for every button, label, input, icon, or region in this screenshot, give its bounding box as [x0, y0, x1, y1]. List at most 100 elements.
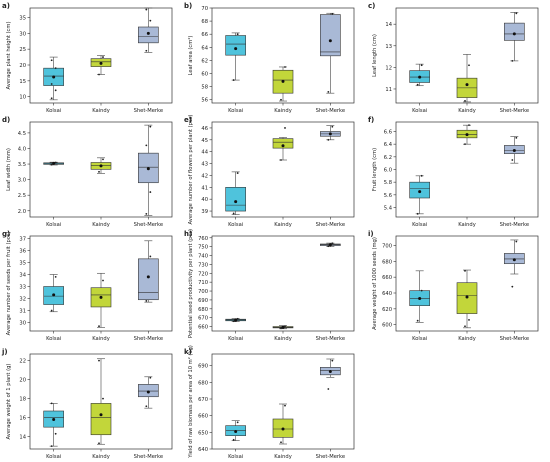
y-tick-label: 700 — [382, 244, 392, 250]
y-axis-label: Yield of raw biomass per area of 10 m² (… — [188, 345, 194, 459]
x-tick-label: Shet-Merke — [134, 222, 164, 228]
mean-marker — [465, 83, 469, 87]
y-axis-label: Leaf width (mm) — [6, 148, 12, 191]
y-tick-label: 12 — [385, 65, 392, 71]
box-kaindy — [272, 66, 294, 102]
box-shet-merke — [138, 376, 159, 409]
x-tick-label: Shet-Merke — [134, 108, 164, 114]
box-iqr — [272, 138, 294, 149]
y-tick-label: 70 — [201, 6, 208, 12]
y-tick-label: 690 — [198, 298, 208, 304]
data-point — [149, 191, 152, 193]
box-iqr — [409, 181, 430, 199]
x-tick-label: Kaindy — [458, 336, 476, 342]
panel-label: e) — [184, 116, 192, 124]
data-point — [50, 59, 53, 62]
data-point — [284, 404, 286, 407]
data-point — [464, 269, 466, 272]
x-tick-label: Kaindy — [458, 222, 476, 228]
data-point — [98, 325, 100, 328]
y-tick-label: 720 — [198, 271, 208, 277]
panel-label: d) — [2, 116, 10, 124]
data-point — [280, 98, 282, 101]
data-point — [98, 442, 100, 445]
x-tick-label: Kolsai — [412, 222, 427, 228]
data-point — [98, 73, 100, 76]
mean-marker — [99, 61, 103, 65]
x-tick-label: Shet-Merke — [316, 454, 346, 460]
data-point — [149, 255, 152, 258]
box-kolsai — [225, 171, 246, 215]
panel-label: h) — [184, 230, 192, 238]
data-point — [236, 317, 239, 320]
y-tick-label: 700 — [198, 289, 208, 295]
data-point — [54, 432, 57, 435]
box-iqr — [225, 35, 246, 56]
panel-f: f) 5.4 5.6 5.8 6.0 6.2 6.4 6.6 Fruit length (cm)… — [368, 116, 539, 228]
data-point — [50, 309, 53, 312]
box-shet-merke — [138, 124, 159, 216]
x-tick-label: Kaindy — [92, 336, 110, 342]
x-tick-label: Kaindy — [274, 108, 292, 114]
data-point — [468, 319, 470, 321]
mean-marker — [418, 75, 422, 79]
box-kaindy — [90, 358, 112, 445]
x-tick-label: Kolsai — [46, 108, 61, 114]
y-tick-label: 43 — [201, 162, 208, 168]
data-point — [464, 325, 466, 328]
data-point — [236, 33, 239, 36]
box-iqr — [320, 14, 341, 57]
data-point — [98, 170, 100, 173]
data-point — [420, 64, 423, 67]
x-tick-label: Kaindy — [274, 336, 292, 342]
plot-frame — [211, 235, 355, 332]
mean-marker — [52, 161, 56, 165]
data-point — [327, 138, 330, 141]
y-tick-label: 37 — [19, 236, 26, 242]
y-tick-label: 68 — [201, 19, 208, 25]
data-point — [102, 279, 104, 282]
x-tick-label: Shet-Merke — [500, 222, 530, 228]
data-point — [284, 325, 286, 328]
box-kolsai — [225, 317, 246, 323]
panel-label: j) — [1, 348, 8, 356]
y-tick-label: 45 — [201, 138, 208, 144]
mean-marker — [281, 79, 285, 83]
x-tick-label: Kolsai — [412, 108, 427, 114]
mean-marker — [52, 293, 56, 297]
mean-marker — [281, 325, 285, 329]
box-kaindy — [456, 124, 478, 146]
y-tick-label: 34 — [19, 272, 26, 278]
mean-marker — [418, 297, 422, 301]
y-tick-label: 32 — [19, 297, 26, 303]
y-tick-label: 31 — [19, 309, 26, 315]
data-point — [468, 124, 470, 127]
data-point — [232, 438, 235, 441]
y-tick-label: 5.4 — [384, 206, 393, 212]
data-point — [280, 159, 282, 161]
x-tick-label: Shet-Merke — [500, 108, 530, 114]
y-tick-label: 740 — [198, 254, 208, 260]
y-tick-label: 20 — [19, 378, 26, 384]
data-point — [54, 161, 57, 164]
box-shet-merke — [320, 242, 341, 248]
x-tick-label: Kolsai — [46, 222, 61, 228]
y-tick-label: 680 — [382, 259, 392, 265]
x-tick-label: Shet-Merke — [134, 336, 164, 342]
mean-marker — [234, 200, 238, 204]
y-tick-label: 6.6 — [384, 130, 392, 136]
mean-marker — [465, 295, 469, 299]
x-tick-label: Shet-Merke — [134, 454, 164, 460]
y-tick-label: 650 — [198, 430, 208, 436]
data-point — [236, 172, 239, 174]
box-iqr — [90, 403, 112, 436]
data-point — [331, 125, 334, 128]
x-tick-label: Kaindy — [274, 454, 292, 460]
y-tick-label: 36 — [19, 248, 26, 254]
y-tick-label: 39 — [201, 209, 208, 215]
y-tick-label: 14 — [385, 22, 392, 28]
y-tick-label: 750 — [198, 245, 208, 251]
x-tick-label: Shet-Merke — [500, 336, 530, 342]
data-point — [280, 327, 282, 330]
x-tick-label: Kolsai — [46, 454, 61, 460]
